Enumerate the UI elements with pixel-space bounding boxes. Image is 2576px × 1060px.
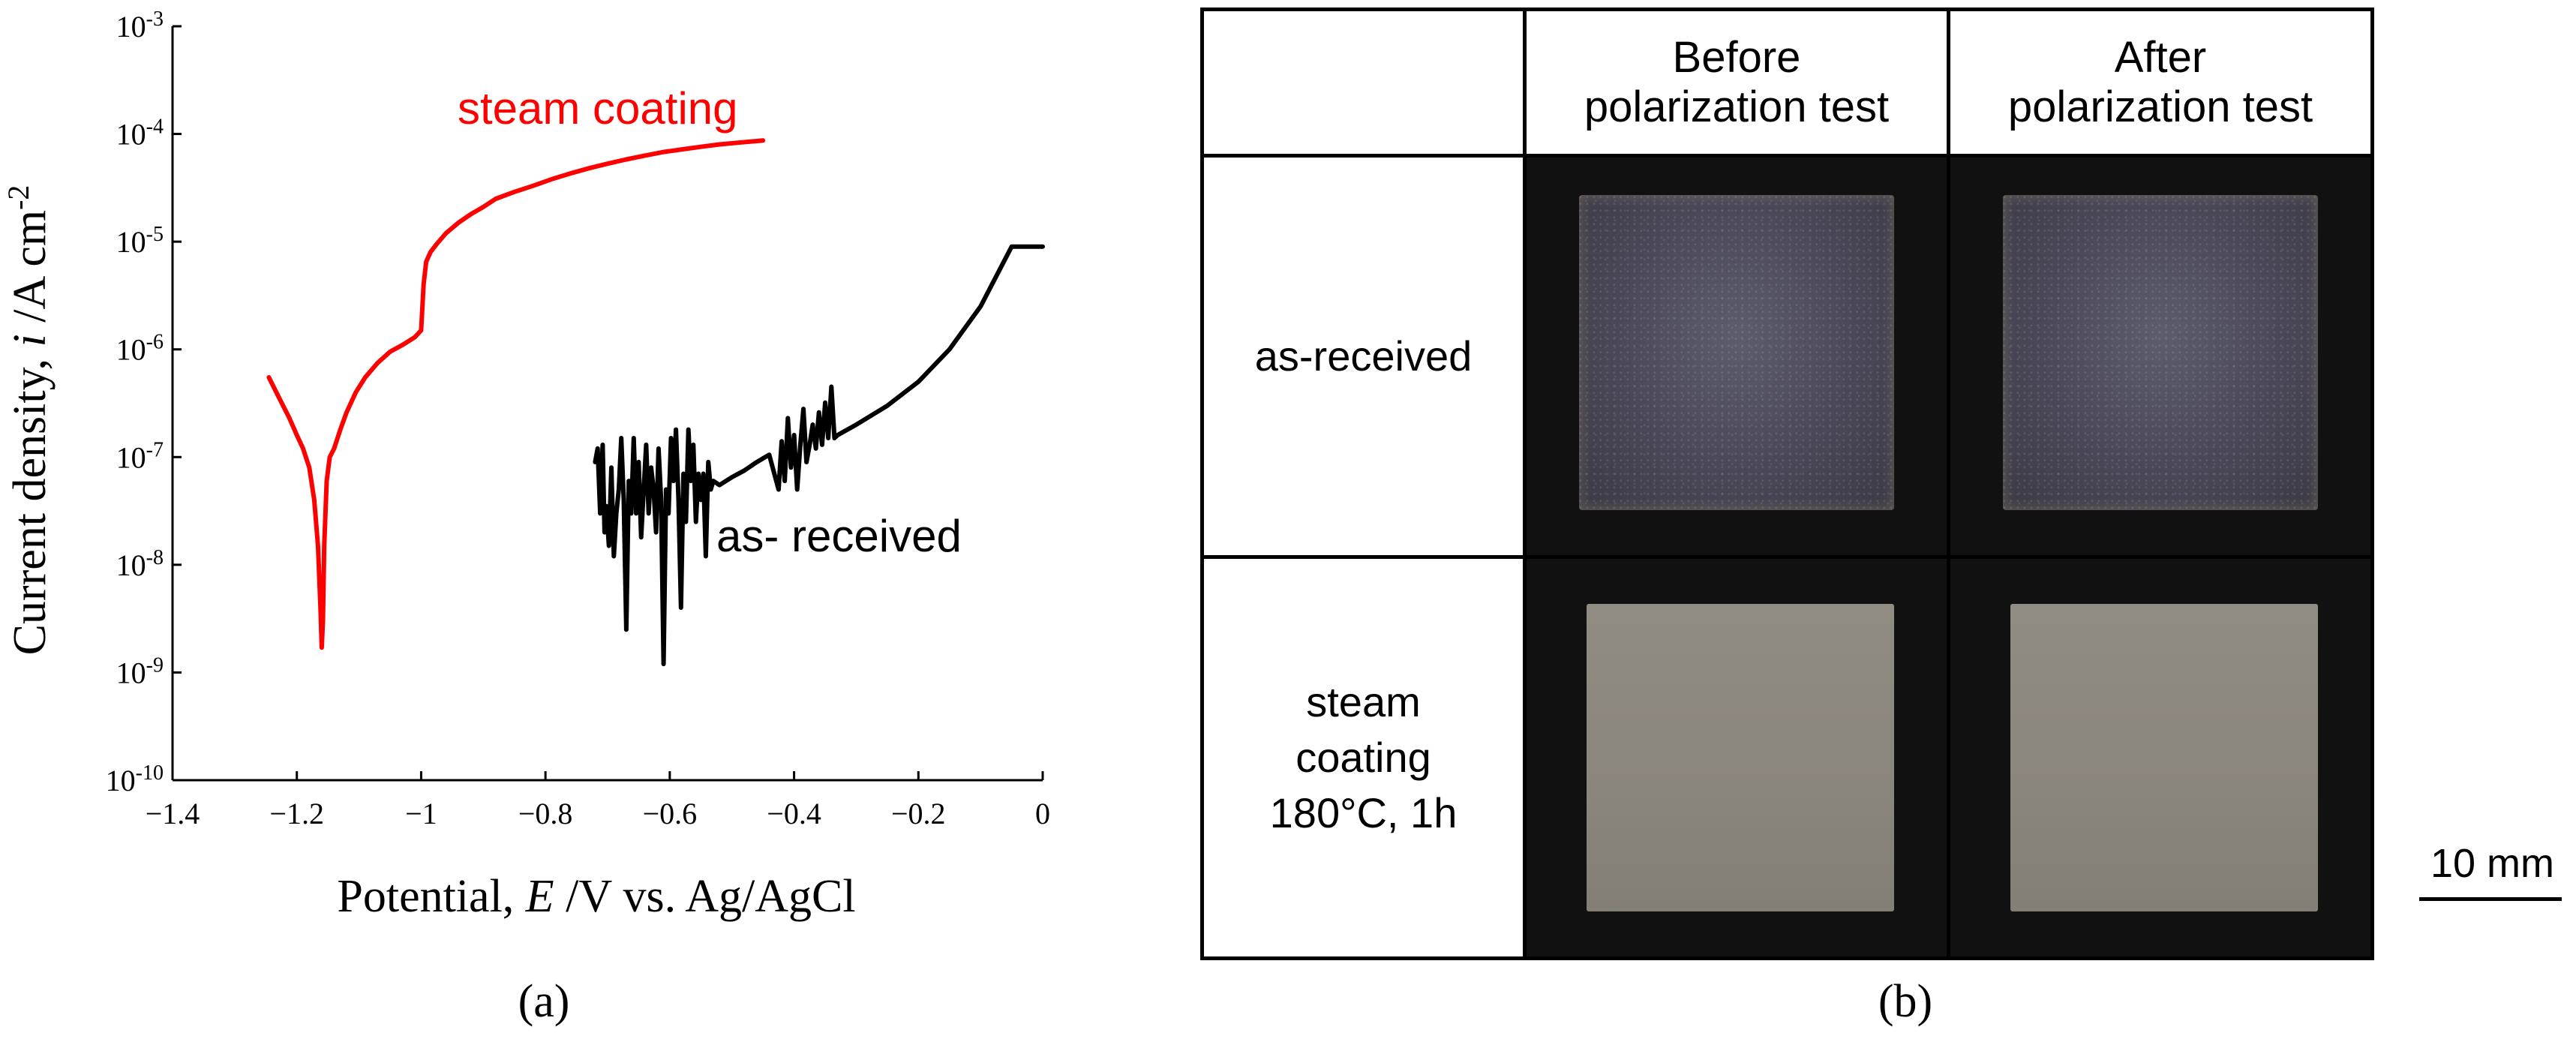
x-tick-label: −0.8 — [518, 797, 573, 830]
row-label-steam-coating: steam coating 180°C, 1h — [1200, 555, 1527, 960]
x-tick-label: −0.4 — [767, 797, 821, 830]
x-tick-label: −1.4 — [146, 797, 200, 830]
photo-as-received-before — [1523, 154, 1950, 559]
panel-b-photo-table: Before polarization test After polarizat… — [1200, 8, 2374, 960]
photo-steam-coating-after — [1947, 555, 2374, 960]
photo-as-received-after — [1947, 154, 2374, 559]
x-axis-title: Potential, E /V vs. Ag/AgCl — [337, 871, 855, 922]
x-tick-label: −1 — [405, 797, 437, 830]
y-tick-label: 10-4 — [116, 115, 164, 152]
y-axis-title: Current density, i /A cm-2 — [2, 185, 56, 656]
plot-area: −1.4 −1.2 −1 −0.8 −0.6 −0.4 −0.2 0 10-10 10-9 10-8… — [106, 8, 1050, 831]
y-tick-label: 10-8 — [116, 545, 164, 582]
x-tick-label: −0.2 — [891, 797, 946, 830]
y-tick-label: 10-7 — [116, 438, 164, 475]
sample-plate-image — [2010, 604, 2318, 911]
x-tick-label: −0.6 — [643, 797, 698, 830]
panel-label-a: (a) — [518, 976, 570, 1027]
y-tick-label: 10-9 — [116, 653, 164, 690]
photo-steam-coating-before — [1523, 555, 1950, 960]
header-empty-cell — [1200, 8, 1527, 158]
series-line-steam-coating — [266, 138, 766, 650]
scale-bar-label: 10 mm — [2430, 841, 2555, 886]
annotation-as-received: as- received — [716, 511, 962, 561]
y-tick-label: 10-3 — [116, 8, 164, 44]
sample-plate-image — [2003, 195, 2318, 510]
series-line-as-received — [593, 244, 1045, 667]
sample-plate-image — [1587, 604, 1894, 911]
header-before: Before polarization test — [1523, 8, 1950, 158]
annotation-steam-coating: steam coating — [458, 83, 738, 134]
panel-label-b: (b) — [1878, 976, 1933, 1027]
x-tick-label: 0 — [1035, 797, 1050, 830]
sample-plate-image — [1579, 195, 1894, 510]
scale-bar — [2419, 897, 2562, 901]
x-tick-label: −1.2 — [269, 797, 324, 830]
y-tick-label: 10-6 — [116, 330, 164, 367]
chart-svg: −1.4 −1.2 −1 −0.8 −0.6 −0.4 −0.2 0 10-10 10-9 10-8… — [2, 8, 1051, 923]
row-label-as-received: as-received — [1200, 154, 1527, 559]
y-tick-label: 10-5 — [116, 223, 164, 260]
header-after: After polarization test — [1947, 8, 2374, 158]
y-tick-label: 10-10 — [106, 761, 164, 798]
